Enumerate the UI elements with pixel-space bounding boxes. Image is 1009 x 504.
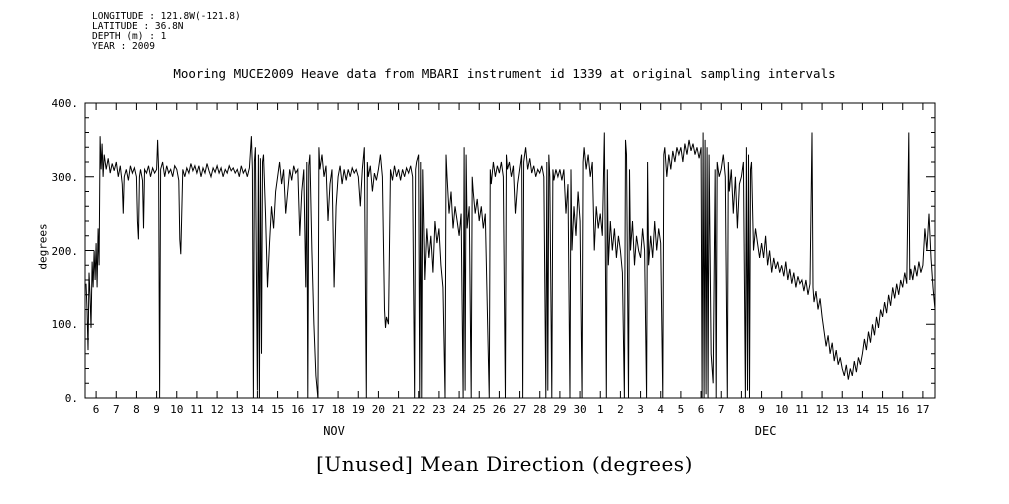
x-tick-label: 7 (112, 403, 120, 416)
x-tick-label: 10 (775, 403, 789, 416)
x-tick-label: 11 (795, 403, 809, 416)
depth-text: DEPTH (m) : 1 (92, 31, 167, 42)
x-tick-label: 9 (153, 403, 160, 416)
latitude-text: LATITUDE : 36.8N (92, 21, 184, 32)
x-tick-label: 4 (657, 403, 665, 416)
direction-series-line (85, 132, 936, 399)
x-tick-label: 22 (412, 403, 426, 416)
x-tick-label: 1 (596, 403, 604, 416)
x-tick-label: 13 (835, 403, 849, 416)
x-tick-label: 5 (677, 403, 685, 416)
x-tick-label: 26 (492, 403, 507, 416)
x-tick-label: 8 (738, 403, 745, 416)
x-tick-label: 13 (230, 403, 244, 416)
x-tick-label: 6 (92, 403, 100, 416)
y-tick-label: 0. (64, 392, 78, 405)
month-label-nov: NOV (323, 424, 345, 438)
x-tick-label: 21 (391, 403, 406, 416)
x-tick-label: 28 (533, 403, 547, 416)
x-tick-label: 16 (291, 403, 305, 416)
x-tick-label: 20 (371, 403, 386, 416)
chart-caption: [Unused] Mean Direction (degrees) (316, 452, 693, 476)
x-tick-label: 14 (250, 403, 265, 416)
x-tick-label: 17 (311, 403, 325, 416)
x-tick-label: 10 (170, 403, 184, 416)
x-tick-label: 16 (896, 403, 910, 416)
x-tick-label: 29 (553, 403, 567, 416)
x-tick-label: 25 (472, 403, 486, 416)
x-tick-label: 15 (270, 403, 285, 416)
year-text: YEAR : 2009 (92, 41, 155, 52)
x-tick-label: 6 (697, 403, 705, 416)
x-tick-label: 19 (351, 403, 365, 416)
x-tick-label: 14 (855, 403, 870, 416)
x-tick-label: 9 (758, 403, 765, 416)
x-tick-label: 23 (432, 403, 446, 416)
x-tick-label: 3 (637, 403, 644, 416)
x-tick-label: 12 (815, 403, 829, 416)
x-tick-label: 11 (190, 403, 204, 416)
x-tick-label: 30 (573, 403, 587, 416)
y-tick-label: 100. (51, 318, 79, 332)
x-tick-label: 18 (331, 403, 345, 416)
x-tick-label: 7 (717, 403, 725, 416)
y-tick-label: 200. (51, 244, 79, 258)
month-label-dec: DEC (754, 424, 777, 438)
x-tick-label: 17 (916, 403, 930, 416)
x-tick-label: 12 (210, 403, 224, 416)
y-tick-label: 400. (51, 97, 79, 110)
header-info-block: LONGITUDE : 121.8W(-121.8) LATITUDE : 36… (92, 12, 241, 52)
x-tick-label: 15 (875, 403, 890, 416)
y-tick-label: 300. (51, 170, 79, 184)
chart-title: Mooring MUCE2009 Heave data from MBARI i… (173, 66, 836, 81)
axis-frame (84, 102, 936, 399)
x-tick-label: 27 (512, 403, 527, 416)
x-tick-label: 24 (452, 403, 466, 416)
x-tick-label: 2 (617, 403, 624, 416)
longitude-text: LONGITUDE : 121.8W(-121.8) (92, 11, 241, 22)
x-tick-label: 8 (133, 403, 140, 416)
